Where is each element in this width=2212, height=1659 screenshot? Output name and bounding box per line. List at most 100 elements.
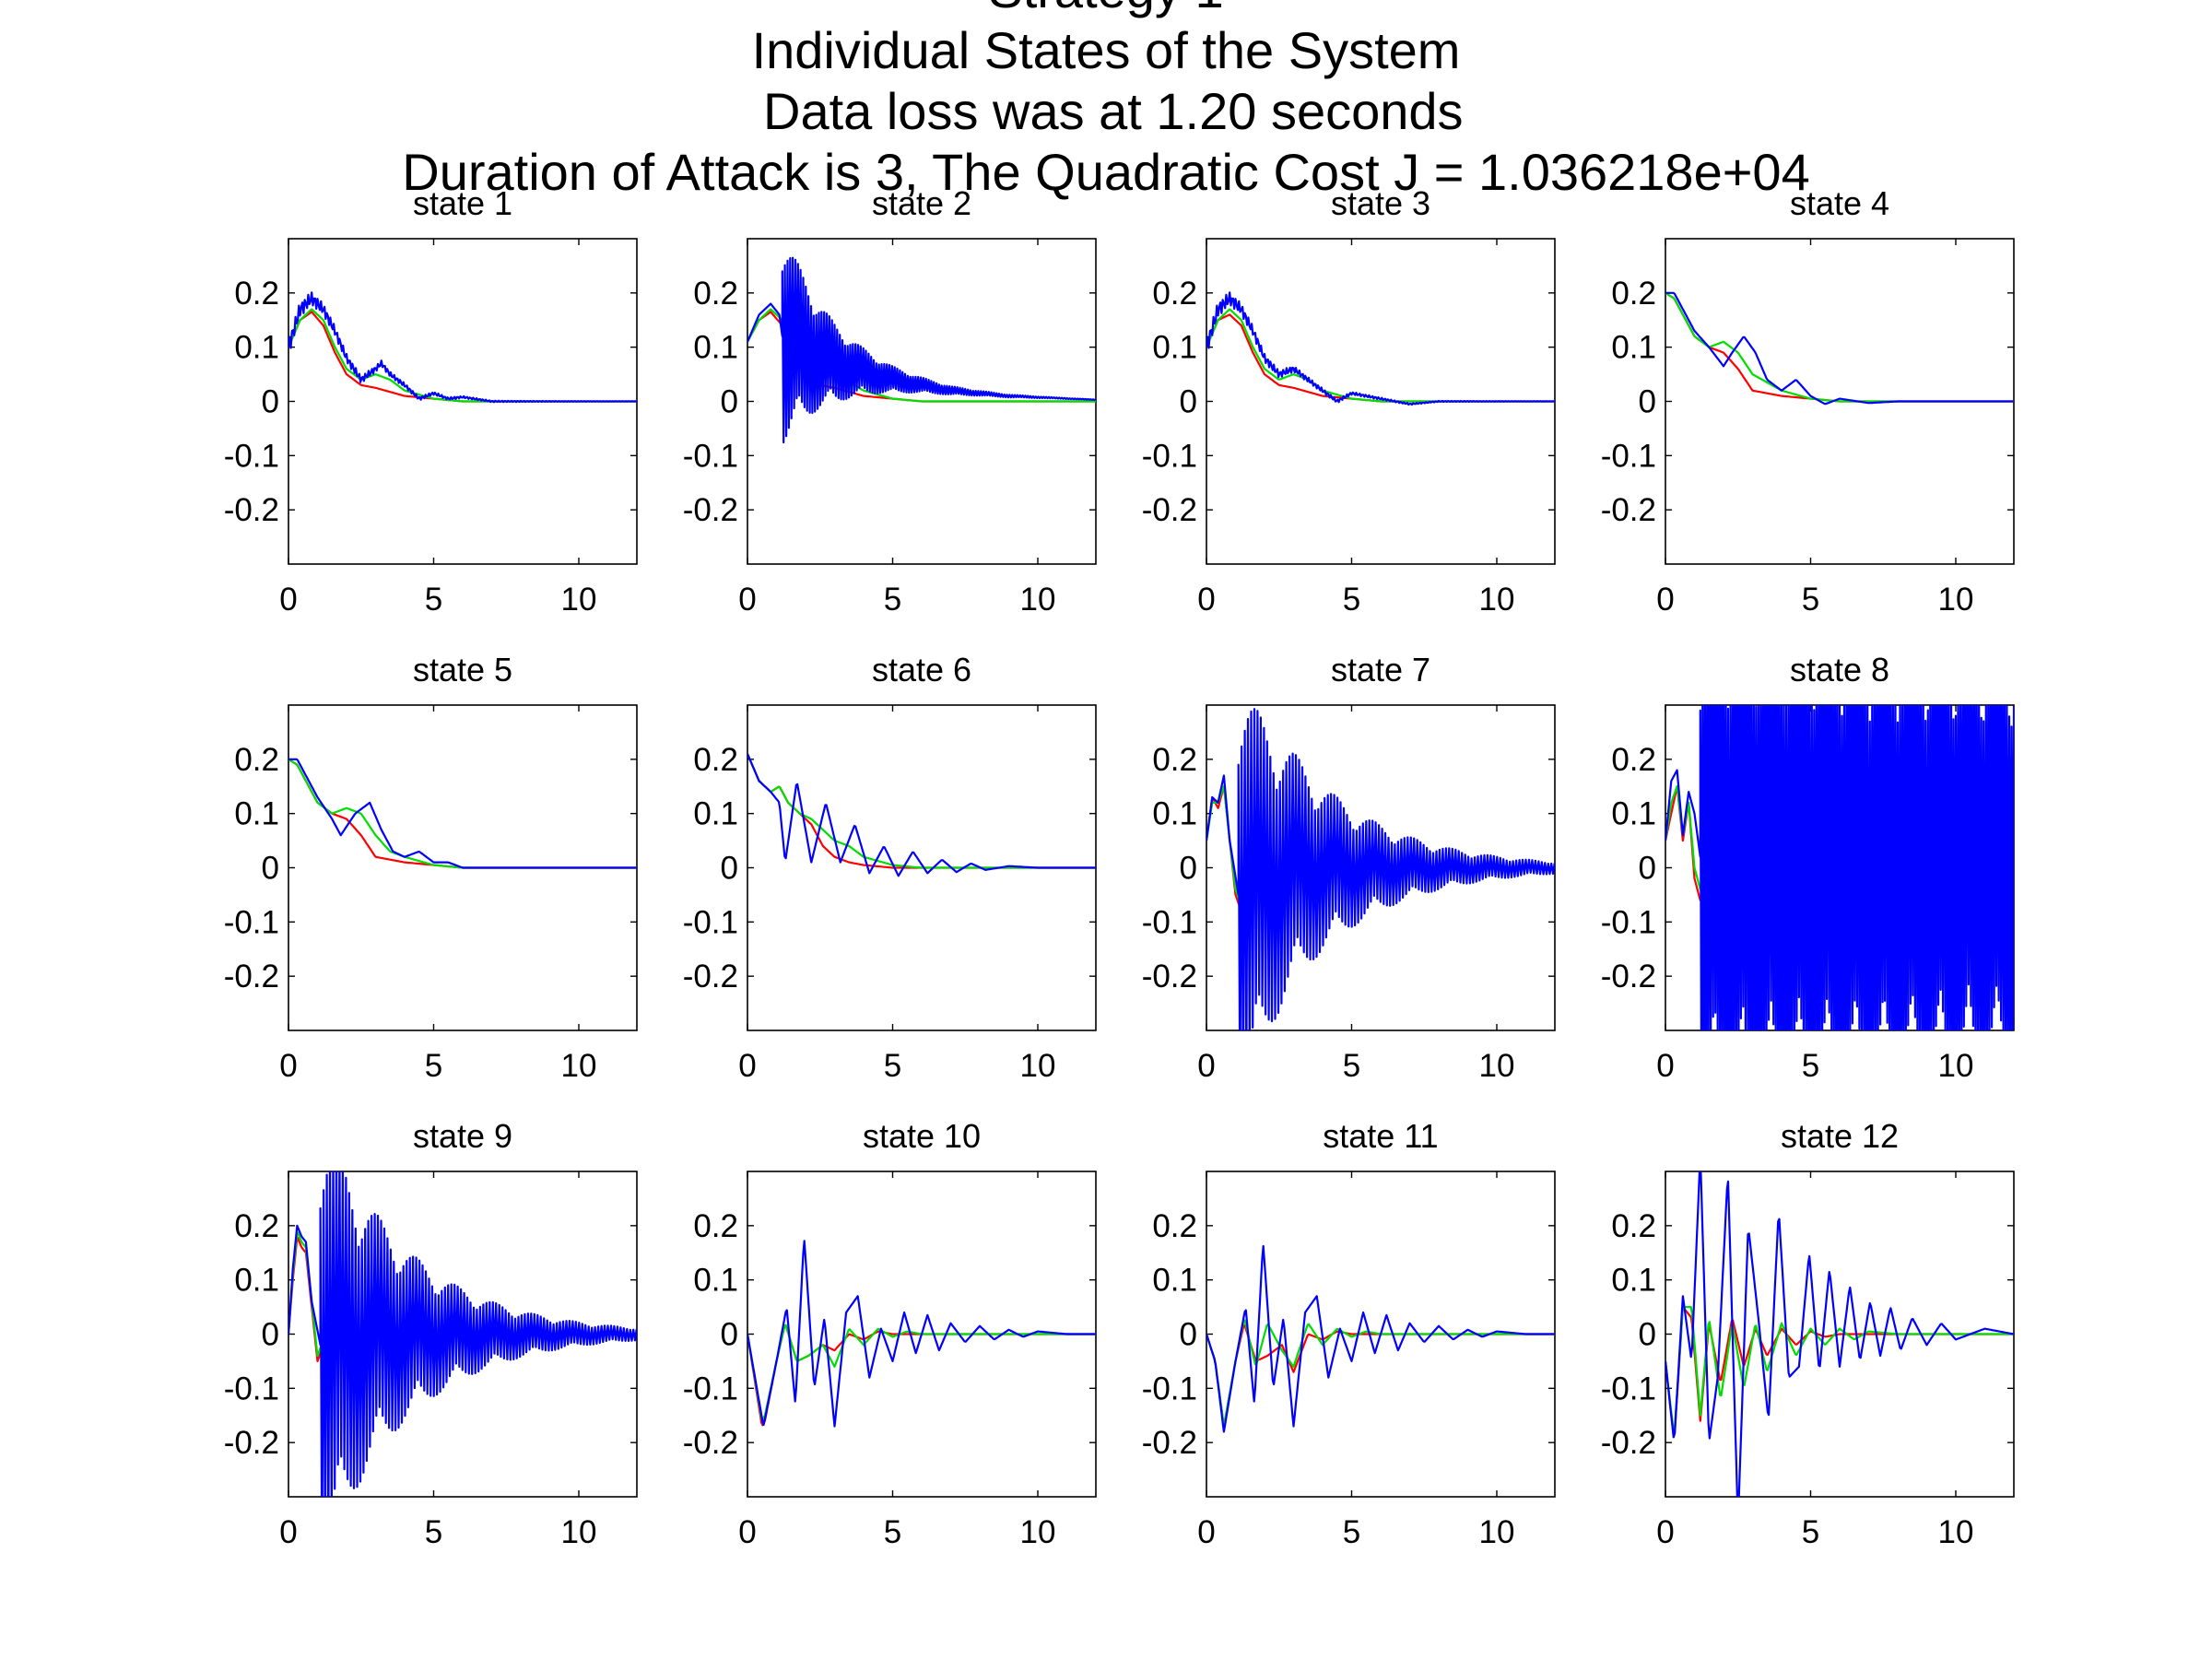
plot-area [747,753,1096,877]
subplot-grid: state 1 -0.2 -0.1 0 0.1 0.2 0 5 10 state 2 -0.2 -0.… [224,184,2015,1550]
plot-area [288,758,637,869]
x-tick-label: 0 [1656,1514,1674,1550]
x-tick-label: 0 [738,1514,756,1550]
x-tick-label: 10 [561,582,597,618]
y-tick-label: 0.2 [1611,742,1656,778]
subplot-title: state 5 [413,651,512,688]
y-tick-label: -0.1 [683,1371,738,1406]
x-tick-label: 0 [1656,582,1674,618]
x-tick-label: 5 [1802,582,1819,618]
y-tick-label: 0 [1180,1317,1197,1353]
y-tick-label: 0.2 [693,276,738,312]
subplot-title: state 4 [1790,184,1889,222]
subplot-title: state 3 [1331,184,1430,222]
figure-title-line-1: Strategy 1 [988,0,1223,18]
x-tick-label: 10 [1938,582,1974,618]
subplot-state-11: state 11 -0.2 -0.1 0 0.1 0.2 0 5 10 [1142,1117,1556,1550]
subplot-state-1: state 1 -0.2 -0.1 0 0.1 0.2 0 5 10 [224,184,638,618]
y-tick-label: -0.2 [1142,492,1197,528]
subplot-title: state 12 [1781,1117,1899,1155]
y-tick-label: -0.1 [1142,904,1197,940]
y-tick-label: -0.2 [1142,959,1197,994]
figure-title: Strategy 1 Individual States of the Syst… [402,0,1809,201]
series-line-3 [1665,705,2014,1030]
x-tick-label: 5 [1343,1514,1360,1550]
y-tick-label: 0 [262,1317,279,1353]
plot-area [1665,1171,2014,1497]
x-tick-label: 0 [1197,1048,1215,1084]
series-line-3 [1665,291,2014,406]
y-tick-label: 0.1 [1152,330,1197,366]
y-tick-label: -0.2 [224,492,279,528]
x-tick-label: 10 [1020,582,1056,618]
subplot-state-4: state 4 -0.2 -0.1 0 0.1 0.2 0 5 10 [1601,184,2015,618]
y-tick-label: -0.2 [683,1425,738,1461]
x-tick-label: 5 [1802,1514,1819,1550]
series-line-2 [1665,1306,2014,1433]
subplot-state-6: state 6 -0.2 -0.1 0 0.1 0.2 0 5 10 [683,651,1097,1084]
x-tick-label: 0 [279,1048,297,1084]
series-line-3 [1206,291,1555,406]
series-line-3 [1206,708,1555,1030]
y-tick-label: 0.2 [693,742,738,778]
y-tick-label: 0.1 [693,330,738,366]
x-tick-label: 0 [279,1514,297,1550]
plot-area [1206,708,1555,1030]
y-tick-label: -0.1 [683,904,738,940]
y-tick-label: 0.2 [1152,742,1197,778]
y-tick-label: -0.1 [1142,1371,1197,1406]
series-line-3 [747,256,1096,444]
y-tick-label: 0 [1639,1317,1656,1353]
y-tick-label: -0.2 [1142,1425,1197,1461]
y-tick-label: 0 [1639,851,1656,887]
plot-area [1665,705,2014,1030]
series-line-3 [747,1240,1096,1428]
y-tick-label: 0.2 [1152,1208,1197,1244]
subplot-title: state 7 [1331,651,1430,688]
y-tick-label: -0.2 [224,959,279,994]
subplot-state-12: state 12 -0.2 -0.1 0 0.1 0.2 0 5 10 [1601,1117,2015,1550]
y-tick-label: 0.1 [693,796,738,832]
y-tick-label: 0 [1639,384,1656,420]
y-tick-label: -0.2 [1601,1425,1656,1461]
x-tick-label: 0 [1656,1048,1674,1084]
subplot-title: state 6 [872,651,971,688]
subplot-state-10: state 10 -0.2 -0.1 0 0.1 0.2 0 5 10 [683,1117,1097,1550]
plot-area [288,291,637,404]
y-tick-label: 0 [262,384,279,420]
x-tick-label: 0 [279,582,297,618]
figure-title-line-3: Data loss was at 1.20 seconds [748,82,1463,140]
x-tick-label: 0 [1197,1514,1215,1550]
plot-area [1206,291,1555,406]
subplot-state-7: state 7 -0.2 -0.1 0 0.1 0.2 0 5 10 [1142,651,1556,1084]
x-tick-label: 5 [1343,1048,1360,1084]
x-tick-label: 10 [1479,1048,1515,1084]
y-tick-label: 0.2 [1611,1208,1656,1244]
y-tick-label: -0.1 [1142,438,1197,474]
plot-area [288,1171,637,1497]
y-tick-label: 0.2 [1152,276,1197,312]
y-tick-label: -0.1 [224,904,279,940]
y-tick-label: -0.2 [1601,492,1656,528]
y-tick-label: -0.1 [1601,438,1656,474]
x-tick-label: 0 [738,1048,756,1084]
x-tick-label: 10 [1479,582,1515,618]
x-tick-label: 5 [1343,582,1360,618]
subplot-state-9: state 9 -0.2 -0.1 0 0.1 0.2 0 5 10 [224,1117,638,1550]
x-tick-label: 5 [884,582,901,618]
x-tick-label: 10 [1479,1514,1515,1550]
y-tick-label: 0.1 [1611,330,1656,366]
y-tick-label: 0.1 [234,796,279,832]
y-tick-label: 0.1 [234,1263,279,1299]
plot-area [1206,1244,1555,1433]
subplot-state-8: state 8 -0.2 -0.1 0 0.1 0.2 0 5 10 [1601,651,2015,1084]
x-tick-label: 10 [561,1048,597,1084]
y-tick-label: 0 [721,851,738,887]
y-tick-label: -0.2 [224,1425,279,1461]
x-tick-label: 10 [1020,1514,1056,1550]
y-tick-label: 0.2 [1611,276,1656,312]
y-tick-label: 0.1 [693,1263,738,1299]
subplot-title: state 10 [863,1117,981,1155]
subplot-state-3: state 3 -0.2 -0.1 0 0.1 0.2 0 5 10 [1142,184,1556,618]
x-tick-label: 0 [1197,582,1215,618]
